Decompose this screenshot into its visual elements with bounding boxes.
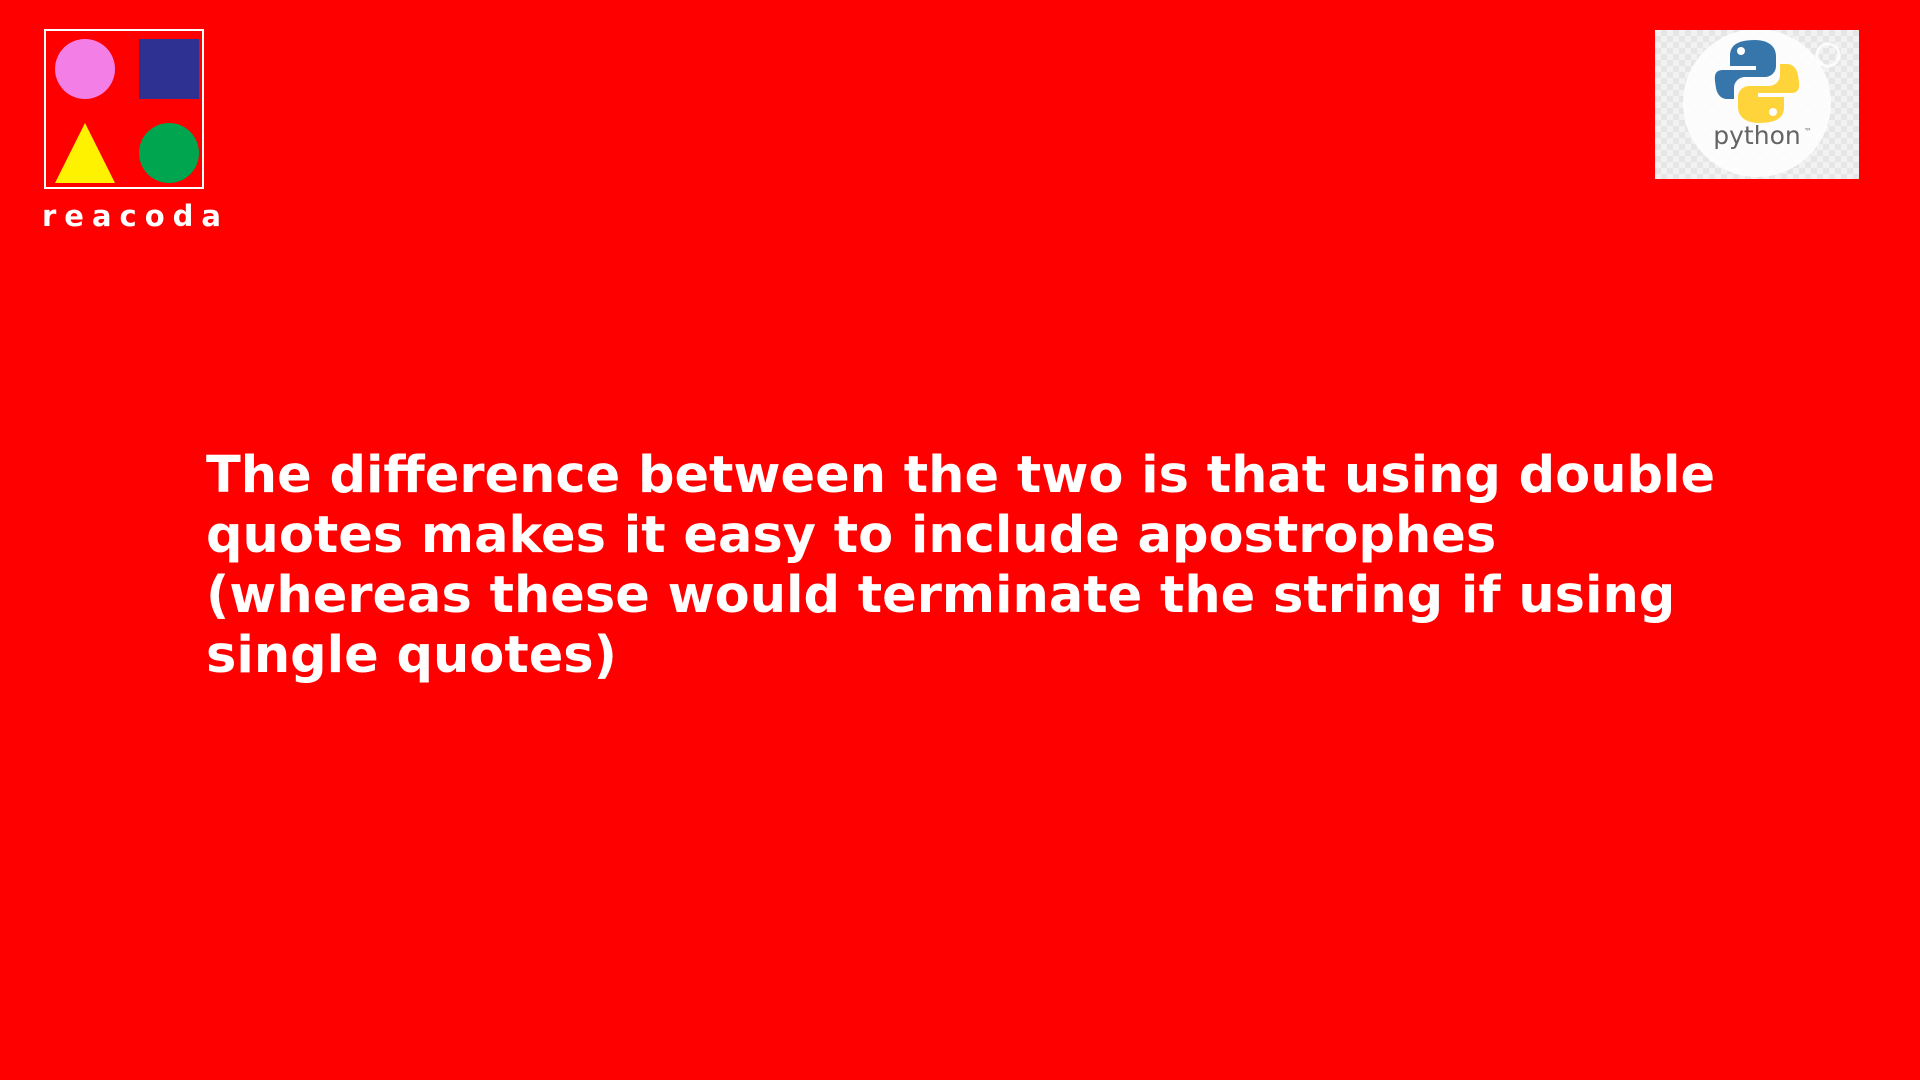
reacoda-logo [44,29,204,189]
reacoda-wordmark: reacoda [42,199,229,233]
blue-square-shape [139,39,199,99]
python-yellow-snake-icon [1738,64,1800,123]
green-circle-shape [139,123,199,183]
python-blue-eye-icon [1737,47,1745,55]
python-wordmark: python [1713,121,1801,150]
python-trademark: ™ [1804,127,1812,136]
python-watermark-circle-icon [1815,42,1841,68]
slide-body-text: The difference between the two is that u… [206,446,1716,685]
pink-circle-shape [55,39,115,99]
python-logo: python ™ [1655,30,1859,179]
python-blue-snake-icon [1714,40,1776,99]
python-logo-graphic [1683,30,1841,177]
reacoda-logo-shapes [55,39,199,183]
python-snakes-icon [1714,40,1800,123]
python-yellow-eye-icon [1769,108,1777,116]
yellow-triangle-shape [55,123,115,183]
